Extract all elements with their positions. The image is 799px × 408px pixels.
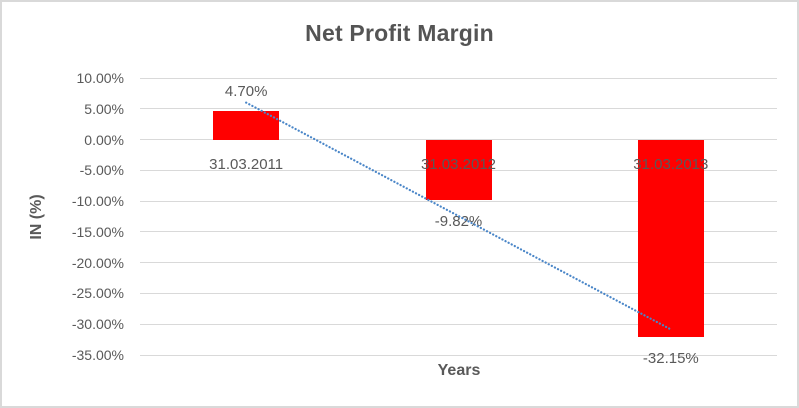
y-tick-label: -30.00% [71, 316, 124, 333]
data-label: 4.70% [224, 82, 268, 100]
gridline [140, 108, 777, 110]
gridline [140, 354, 777, 356]
category-label: 31.03.2011 [209, 155, 284, 173]
y-tick-label: -35.00% [71, 347, 124, 363]
y-tick-label: -20.00% [71, 254, 124, 271]
category-label: 31.03.2013 [633, 155, 709, 173]
y-tick-label: -5.00% [79, 162, 124, 179]
gridline [140, 77, 777, 79]
chart-title: Net Profit Margin [305, 20, 494, 46]
data-label: -9.82% [434, 213, 483, 230]
y-tick-label: 10.00% [76, 70, 124, 86]
x-axis-title: Years [437, 362, 481, 379]
y-tick-label: -10.00% [71, 193, 124, 210]
category-label: 31.03.2012 [420, 155, 497, 173]
data-label: -32.15% [642, 350, 699, 368]
y-tick-label: -15.00% [71, 223, 124, 240]
bar-31.03.2011 [213, 110, 280, 140]
y-tick-label: -25.00% [71, 285, 124, 302]
y-tick-label: 5.00% [84, 100, 124, 117]
y-tick-label: 0.00% [84, 131, 124, 148]
